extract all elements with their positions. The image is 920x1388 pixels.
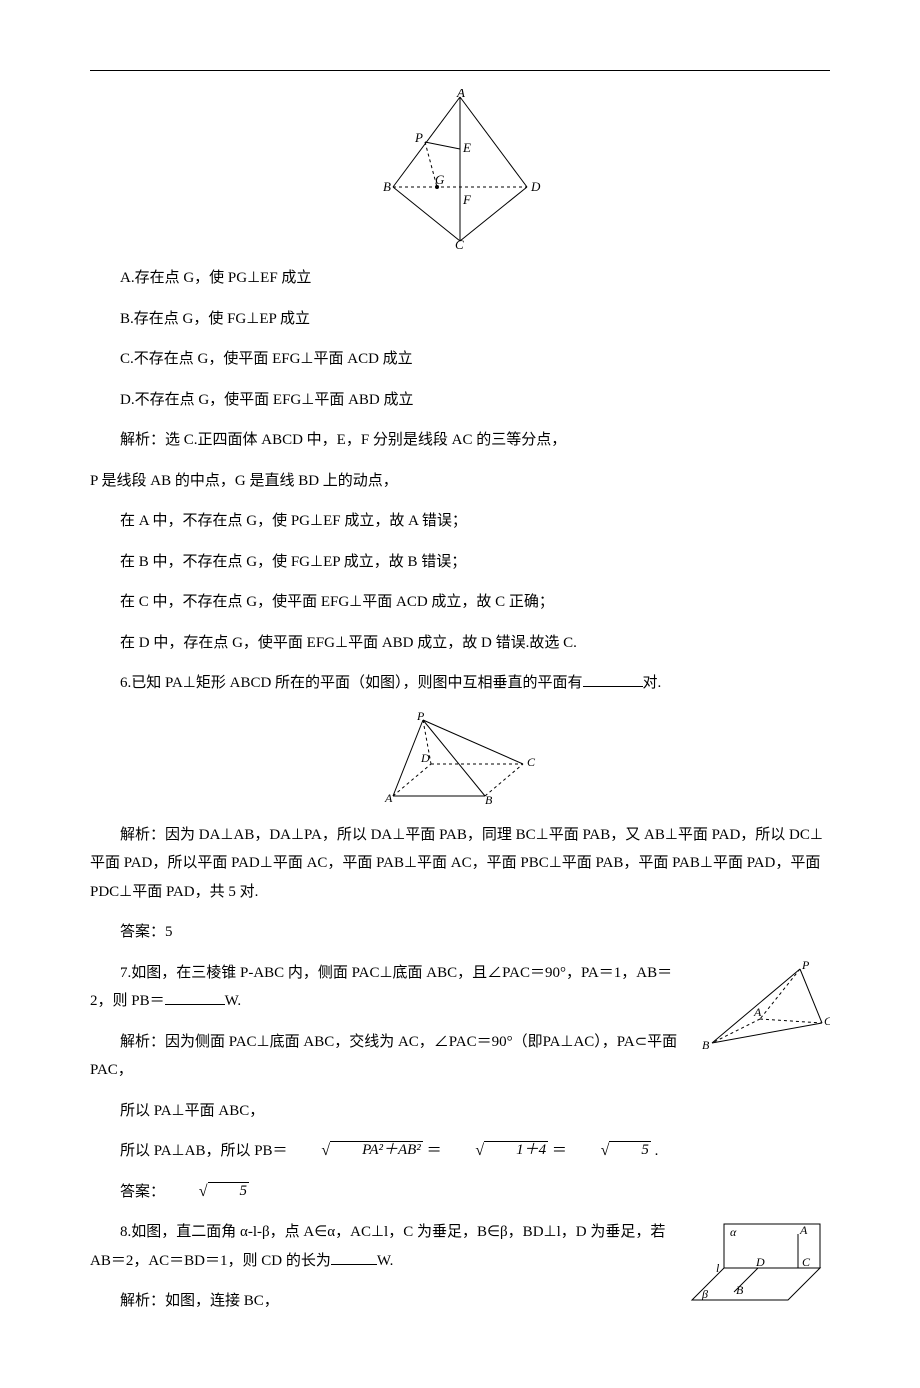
q7-sol2: 所以 PA⊥平面 ABC，: [90, 1097, 830, 1126]
q6-label-a: A: [384, 791, 393, 805]
q8-label-a: A: [799, 1223, 808, 1237]
triprism-icon: P A B C: [700, 959, 830, 1054]
label-d: D: [530, 179, 541, 194]
q6-stem-pre: 6.已知 PA⊥矩形 ABCD 所在的平面（如图），则图中互相垂直的平面有: [120, 675, 583, 691]
q7-ans: 答案： √5: [90, 1178, 830, 1207]
q7-label-b: B: [702, 1038, 710, 1052]
q8-label-b: B: [736, 1283, 744, 1297]
q7-sol3-mid: ＝: [427, 1143, 442, 1159]
q7-label-a: A: [753, 1005, 762, 1019]
q7-ans-rad: 5: [208, 1182, 250, 1200]
q8-label-beta: β: [701, 1287, 708, 1301]
q6-ans: 答案：5: [90, 918, 830, 947]
option-a: A.存在点 G，使 PG⊥EF 成立: [90, 264, 830, 293]
blank-q6: [583, 671, 643, 687]
q8-label-alpha: α: [730, 1225, 737, 1239]
q7-sol3-pre: 所以 PA⊥AB，所以 PB＝: [120, 1143, 288, 1159]
q6-label-p: P: [416, 710, 425, 723]
tetrahedron-icon: A B C D E F G P: [375, 89, 545, 249]
label-c: C: [455, 237, 464, 249]
figure-tetrahedron: A B C D E F G P: [90, 89, 830, 254]
sqrt-icon: √PA²＋AB²: [291, 1141, 423, 1159]
rect-prism-icon: P A B C D: [375, 710, 545, 806]
sol5-lead: 解析：选 C.正四面体 ABCD 中，E，F 分别是线段 AC 的三等分点，: [90, 426, 830, 455]
q8-label-d: D: [755, 1255, 765, 1269]
figure-q7: P A B C: [700, 959, 830, 1059]
sol5-d: 在 D 中，存在点 G，使平面 EFG⊥平面 ABD 成立，故 D 错误.故选 …: [90, 629, 830, 658]
blank-q8: [331, 1249, 377, 1265]
q7-label-p: P: [801, 959, 810, 972]
q7-rad2: 1＋4: [484, 1141, 548, 1159]
q7-sol3-post: .: [655, 1143, 659, 1159]
dihedral-icon: α β l A B C D: [680, 1218, 830, 1308]
label-g: G: [435, 172, 445, 187]
label-f: F: [462, 192, 472, 207]
q7-rad3: 5: [609, 1141, 651, 1159]
q7-rad1: PA²＋AB²: [330, 1141, 423, 1159]
sqrt-icon: √5: [571, 1141, 651, 1159]
sol5-b: 在 B 中，不存在点 G，使 FG⊥EP 成立，故 B 错误；: [90, 548, 830, 577]
sol5-a: 在 A 中，不存在点 G，使 PG⊥EF 成立，故 A 错误；: [90, 507, 830, 536]
q8-label-c: C: [802, 1255, 811, 1269]
option-d: D.不存在点 G，使平面 EFG⊥平面 ABD 成立: [90, 386, 830, 415]
blank-q7: [165, 989, 225, 1005]
q7-stem-post: W.: [225, 993, 242, 1009]
q6-stem-post: 对.: [643, 675, 662, 691]
q6-label-d: D: [420, 751, 430, 765]
sqrt-icon: √1＋4: [445, 1141, 548, 1159]
sol5-c: 在 C 中，不存在点 G，使平面 EFG⊥平面 ACD 成立，故 C 正确；: [90, 588, 830, 617]
figure-q6: P A B C D: [90, 710, 830, 811]
option-b: B.存在点 G，使 FG⊥EP 成立: [90, 305, 830, 334]
q6-label-c: C: [527, 755, 536, 769]
q7-ans-pre: 答案：: [120, 1184, 165, 1200]
q6-stem: 6.已知 PA⊥矩形 ABCD 所在的平面（如图），则图中互相垂直的平面有 对.: [90, 669, 830, 698]
q8-stem-post: W.: [377, 1253, 394, 1269]
q6-label-b: B: [485, 793, 493, 806]
q7-sol3-mid2: ＝: [552, 1143, 567, 1159]
label-e: E: [462, 140, 471, 155]
figure-q8: α β l A B C D: [680, 1218, 830, 1313]
sqrt-icon: √5: [169, 1182, 249, 1200]
q6-sol: 解析：因为 DA⊥AB，DA⊥PA，所以 DA⊥平面 PAB，同理 BC⊥平面 …: [90, 821, 830, 907]
label-p: P: [414, 130, 423, 145]
q7-sol3: 所以 PA⊥AB，所以 PB＝ √PA²＋AB² ＝ √1＋4 ＝ √5 .: [90, 1137, 830, 1166]
sol5-l2: P 是线段 AB 的中点，G 是直线 BD 上的动点，: [90, 467, 830, 496]
top-rule: [90, 70, 830, 71]
label-a: A: [456, 89, 465, 100]
label-b: B: [383, 179, 391, 194]
option-c: C.不存在点 G，使平面 EFG⊥平面 ACD 成立: [90, 345, 830, 374]
q7-label-c: C: [824, 1014, 830, 1028]
